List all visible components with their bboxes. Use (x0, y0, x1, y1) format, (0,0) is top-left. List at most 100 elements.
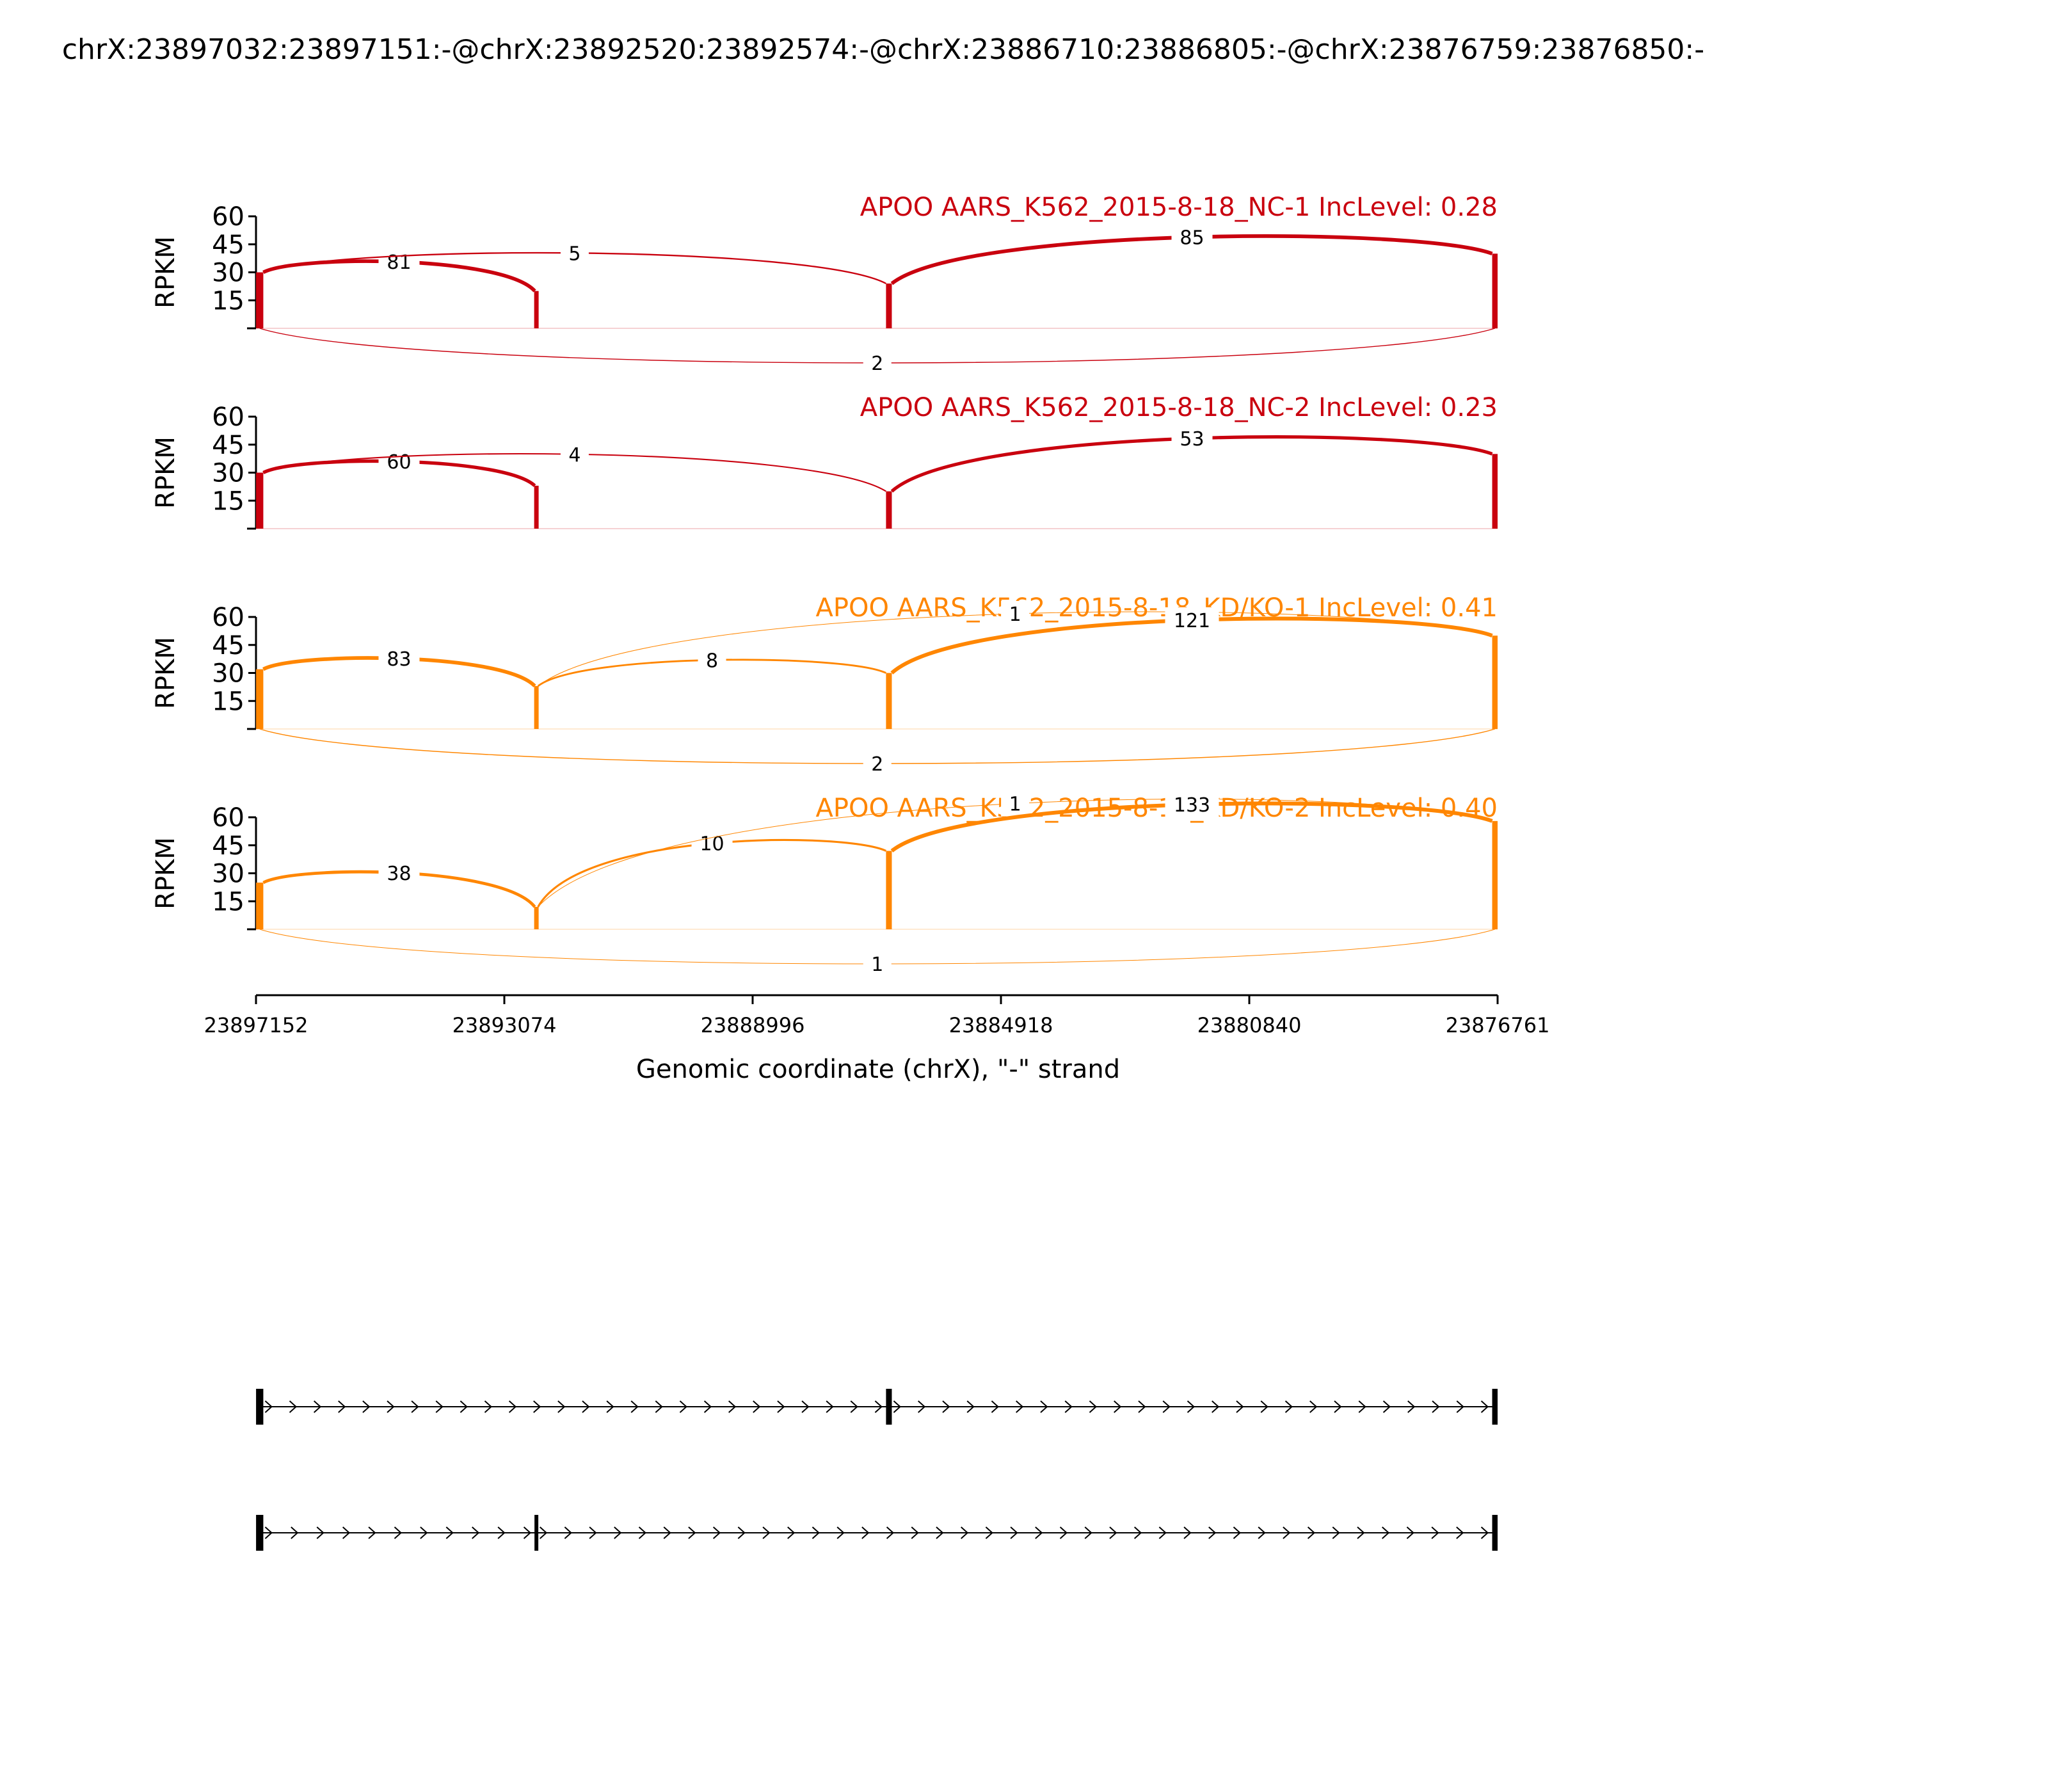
strand-chevron (1382, 1400, 1391, 1413)
strand-chevron (893, 1400, 901, 1413)
strand-chevron (801, 1400, 810, 1413)
strand-chevron (1183, 1526, 1192, 1539)
y-tick-label: 30 (212, 259, 244, 288)
strand-chevron (523, 1526, 532, 1539)
panel-label: APOO AARS_K562_2015-8-18_KD/KO-1 IncLeve… (815, 593, 1498, 623)
x-tick-label: 23880840 (1197, 1013, 1302, 1037)
x-tick-label: 23897152 (204, 1013, 308, 1037)
strand-chevron (985, 1526, 993, 1539)
junction-count-box (560, 240, 589, 266)
isoform-exon-E4 (1492, 1515, 1498, 1551)
strand-chevron (540, 1526, 548, 1539)
strand-chevron (638, 1526, 647, 1539)
exon-coverage-E3 (886, 284, 892, 328)
strand-chevron (564, 1526, 572, 1539)
strand-chevron (737, 1526, 746, 1539)
strand-chevron (291, 1526, 299, 1539)
strand-chevron (1084, 1526, 1092, 1539)
strand-chevron (1258, 1526, 1266, 1539)
junction-count: 38 (387, 863, 411, 885)
strand-chevron (368, 1526, 376, 1539)
strand-chevron (961, 1526, 969, 1539)
strand-chevron (445, 1526, 454, 1539)
strand-chevron (484, 1400, 492, 1413)
strand-chevron (1089, 1400, 1097, 1413)
isoform-tracks (256, 1389, 1498, 1551)
exon-coverage-E1 (256, 272, 264, 328)
panel-label: APOO AARS_K562_2015-8-18_NC-2 IncLevel: … (860, 393, 1498, 422)
junction-count: 2 (871, 353, 883, 375)
exon-coverage-E3 (886, 491, 892, 529)
junction-count: 83 (387, 648, 411, 671)
strand-chevron (338, 1400, 346, 1413)
strand-chevron (918, 1400, 926, 1413)
junction-count: 1 (871, 954, 883, 976)
strand-chevron (1016, 1400, 1024, 1413)
x-tick-label: 23888996 (701, 1013, 805, 1037)
strand-chevron (812, 1526, 820, 1539)
strand-chevron (1480, 1526, 1489, 1539)
strand-chevron (411, 1400, 419, 1413)
strand-chevron (1334, 1400, 1342, 1413)
chart-title: chrX:23897032:23897151:-@chrX:23892520:2… (62, 33, 1704, 66)
strand-chevron (762, 1526, 771, 1539)
strand-chevron (1035, 1526, 1043, 1539)
exon-coverage-E2 (534, 485, 539, 529)
x-tick-label: 23876761 (1446, 1013, 1550, 1037)
strand-chevron (606, 1400, 614, 1413)
strand-chevron (1480, 1400, 1489, 1413)
strand-chevron (1357, 1526, 1365, 1539)
strand-chevron (874, 1400, 883, 1413)
junction-count: 4 (568, 444, 580, 467)
exon-coverage-E3 (886, 851, 892, 929)
strand-chevron (264, 1526, 273, 1539)
strand-chevron (394, 1526, 402, 1539)
junction-count: 2 (871, 753, 883, 776)
y-tick-label: 60 (212, 603, 244, 632)
strand-chevron (1040, 1400, 1048, 1413)
junction-count-box (378, 860, 420, 886)
junction-count-box (1001, 600, 1030, 627)
strand-chevron (420, 1526, 428, 1539)
exon-coverage-E1 (256, 669, 264, 729)
panel-label: APOO AARS_K562_2015-8-18_NC-1 IncLevel: … (860, 193, 1498, 222)
y-tick-label: 45 (212, 831, 244, 861)
y-tick-label: 15 (212, 887, 244, 916)
strand-chevron (991, 1400, 999, 1413)
junction-count: 121 (1174, 610, 1210, 632)
junction-count-box (863, 751, 892, 776)
exon-coverage-E4 (1492, 636, 1498, 729)
strand-chevron (508, 1400, 517, 1413)
y-tick-label: 15 (212, 286, 244, 316)
strand-chevron (850, 1400, 858, 1413)
junction-count: 133 (1174, 794, 1210, 817)
exon-coverage-E4 (1492, 454, 1498, 529)
y-axis-label: RPKM (151, 236, 180, 308)
exon-coverage-E3 (886, 673, 892, 729)
junction-count-box (1171, 224, 1213, 250)
isoform-2 (256, 1515, 1498, 1551)
strand-chevron (1233, 1526, 1241, 1539)
y-tick-label: 45 (212, 431, 244, 460)
y-axis-label: RPKM (151, 436, 180, 509)
strand-chevron (826, 1400, 834, 1413)
junction-count-box (378, 249, 420, 275)
strand-chevron (1307, 1526, 1316, 1539)
strand-chevron (1236, 1400, 1244, 1413)
strand-chevron (1431, 1526, 1439, 1539)
y-tick-label: 15 (212, 486, 244, 516)
strand-chevron (1406, 1526, 1414, 1539)
strand-chevron (614, 1526, 622, 1539)
exon-coverage-E1 (256, 472, 264, 529)
strand-chevron (1382, 1526, 1390, 1539)
strand-chevron (836, 1526, 845, 1539)
junction-count: 1 (1009, 794, 1021, 816)
strand-chevron (362, 1400, 371, 1413)
exon-coverage-E2 (534, 907, 539, 929)
strand-chevron (1456, 1526, 1464, 1539)
strand-chevron (387, 1400, 395, 1413)
y-axis-label: RPKM (151, 637, 180, 709)
junction-count: 8 (706, 650, 718, 672)
